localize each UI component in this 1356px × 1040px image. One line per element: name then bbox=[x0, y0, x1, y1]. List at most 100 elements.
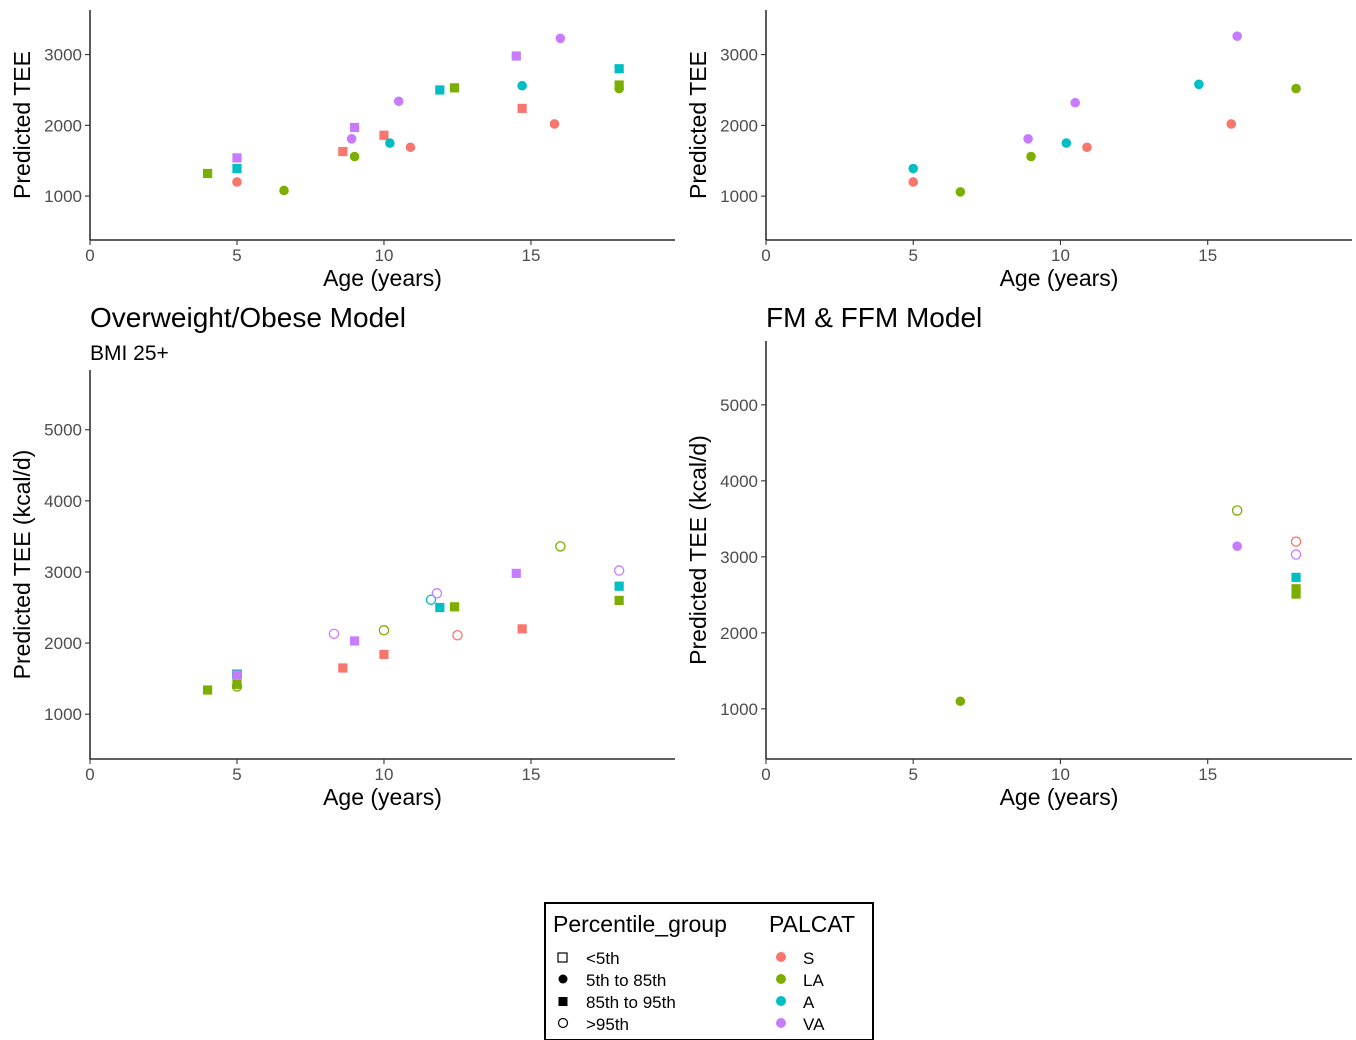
data-point bbox=[517, 80, 527, 91]
legend-color-item: A bbox=[776, 993, 815, 1012]
color-dot-icon bbox=[776, 952, 786, 962]
x-tick-label: 5 bbox=[232, 765, 241, 784]
data-point bbox=[449, 602, 460, 612]
y-tick-label: 2000 bbox=[44, 116, 82, 135]
data-point bbox=[555, 33, 566, 44]
data-point bbox=[405, 142, 416, 153]
scatter-panel-1: 0 5 10 15 1000 2000 3000 Age (years) Predicted T… bbox=[9, 10, 675, 291]
legend-color-item: VA bbox=[776, 1015, 825, 1034]
x-axis-title: Age (years) bbox=[323, 784, 442, 810]
legend-shape-item: 85th to 95th bbox=[558, 993, 676, 1012]
y-tick-label: 1000 bbox=[720, 187, 758, 206]
data-point bbox=[1290, 536, 1302, 547]
data-point bbox=[349, 151, 360, 162]
x-tick-label: 15 bbox=[521, 246, 540, 265]
data-point bbox=[614, 64, 624, 74]
data-point bbox=[1082, 142, 1092, 153]
data-point bbox=[955, 696, 966, 707]
scatter-panel-3: Overweight/Obese Model BMI 25+ 0 5 10 15 1000 2… bbox=[9, 302, 675, 810]
y-axis-title: Predicted TEE bbox=[9, 51, 35, 199]
legend-shape-label: >95th bbox=[586, 1015, 629, 1034]
data-point bbox=[517, 624, 527, 634]
x-tick-label: 15 bbox=[521, 765, 540, 784]
data-point bbox=[1291, 589, 1301, 599]
data-point bbox=[328, 628, 340, 640]
y-axis-title: Predicted TEE (kcal/d) bbox=[9, 450, 35, 680]
data-point bbox=[349, 636, 360, 646]
y-tick-label: 3000 bbox=[720, 46, 758, 65]
y-axis-title: Predicted TEE (kcal/d) bbox=[685, 435, 711, 665]
legend-color-label: LA bbox=[803, 971, 824, 990]
data-point bbox=[908, 177, 919, 187]
x-axis-title: Age (years) bbox=[323, 265, 442, 291]
data-point bbox=[425, 594, 437, 605]
y-tick-label: 3000 bbox=[720, 548, 758, 567]
data-point bbox=[435, 85, 445, 95]
data-point bbox=[385, 138, 395, 148]
data-point bbox=[613, 565, 625, 576]
data-point bbox=[346, 134, 357, 144]
panel-subtitle: BMI 25+ bbox=[90, 342, 169, 365]
data-point bbox=[449, 83, 460, 93]
panel-title: FM & FFM Model bbox=[766, 302, 982, 333]
data-point bbox=[431, 588, 443, 599]
data-point bbox=[955, 187, 966, 197]
legend-shape-item: >95th bbox=[557, 1015, 629, 1034]
data-point bbox=[511, 51, 521, 61]
legend-shape-label: 5th to 85th bbox=[586, 971, 666, 990]
data-point bbox=[379, 649, 389, 660]
legend-color-label: A bbox=[803, 993, 815, 1012]
data-point bbox=[614, 595, 624, 606]
data-point bbox=[349, 122, 360, 133]
filled-square-icon bbox=[558, 997, 568, 1006]
data-point bbox=[1232, 31, 1242, 41]
color-dot-icon bbox=[776, 974, 786, 984]
data-point bbox=[379, 130, 389, 140]
data-point bbox=[1226, 119, 1237, 129]
y-tick-label: 1000 bbox=[44, 187, 82, 206]
data-point bbox=[202, 168, 213, 179]
legend-color-item: S bbox=[776, 949, 814, 968]
data-point bbox=[435, 602, 445, 613]
y-tick-label: 4000 bbox=[44, 492, 82, 511]
open-circle-icon bbox=[557, 1017, 569, 1029]
legend-shape-title: Percentile_group bbox=[553, 911, 727, 937]
y-tick-label: 3000 bbox=[44, 563, 82, 582]
data-point bbox=[555, 541, 566, 552]
panel-title: Overweight/Obese Model bbox=[90, 302, 406, 333]
x-tick-label: 15 bbox=[1198, 246, 1217, 265]
y-tick-label: 5000 bbox=[44, 421, 82, 440]
data-point bbox=[202, 685, 213, 695]
data-point bbox=[232, 679, 242, 689]
y-tick-label: 2000 bbox=[720, 116, 758, 135]
data-point bbox=[517, 103, 527, 113]
x-tick-label: 0 bbox=[761, 246, 770, 265]
legend-shape-item: <5th bbox=[557, 949, 620, 968]
data-point bbox=[393, 96, 404, 107]
legend: Percentile_group PALCAT <5th 5th to 85th… bbox=[544, 902, 874, 1040]
data-point bbox=[231, 681, 243, 692]
data-point bbox=[232, 670, 242, 680]
y-tick-label: 1000 bbox=[720, 700, 758, 719]
data-point bbox=[614, 83, 624, 94]
filled-circle-icon bbox=[558, 974, 568, 984]
data-point bbox=[1194, 79, 1204, 90]
x-tick-label: 5 bbox=[232, 246, 241, 265]
y-tick-label: 4000 bbox=[720, 472, 758, 491]
y-tick-label: 1000 bbox=[44, 705, 82, 724]
data-point bbox=[232, 153, 242, 163]
data-point bbox=[1291, 83, 1301, 94]
x-tick-label: 0 bbox=[761, 765, 770, 784]
data-point bbox=[1026, 151, 1036, 162]
legend-color-title: PALCAT bbox=[769, 911, 855, 937]
color-dot-icon bbox=[776, 1018, 786, 1028]
data-point bbox=[511, 568, 521, 578]
scatter-panel-2: 0 5 10 15 1000 2000 3000 Age (years) Predicted T… bbox=[685, 10, 1352, 291]
x-tick-label: 5 bbox=[909, 765, 918, 784]
data-point bbox=[1023, 134, 1033, 144]
data-point bbox=[338, 663, 348, 673]
legend-shape-label: <5th bbox=[586, 949, 620, 968]
x-tick-label: 5 bbox=[909, 246, 918, 265]
y-tick-label: 3000 bbox=[44, 46, 82, 65]
x-tick-label: 10 bbox=[375, 246, 394, 265]
